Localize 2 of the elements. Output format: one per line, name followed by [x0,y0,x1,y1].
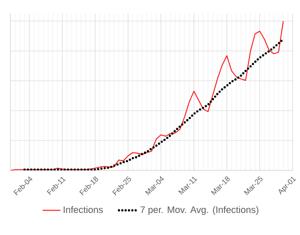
legend-label: Infections [64,206,103,213]
legend-label: 7 per. Mov. Avg. (Infections) [140,206,258,215]
